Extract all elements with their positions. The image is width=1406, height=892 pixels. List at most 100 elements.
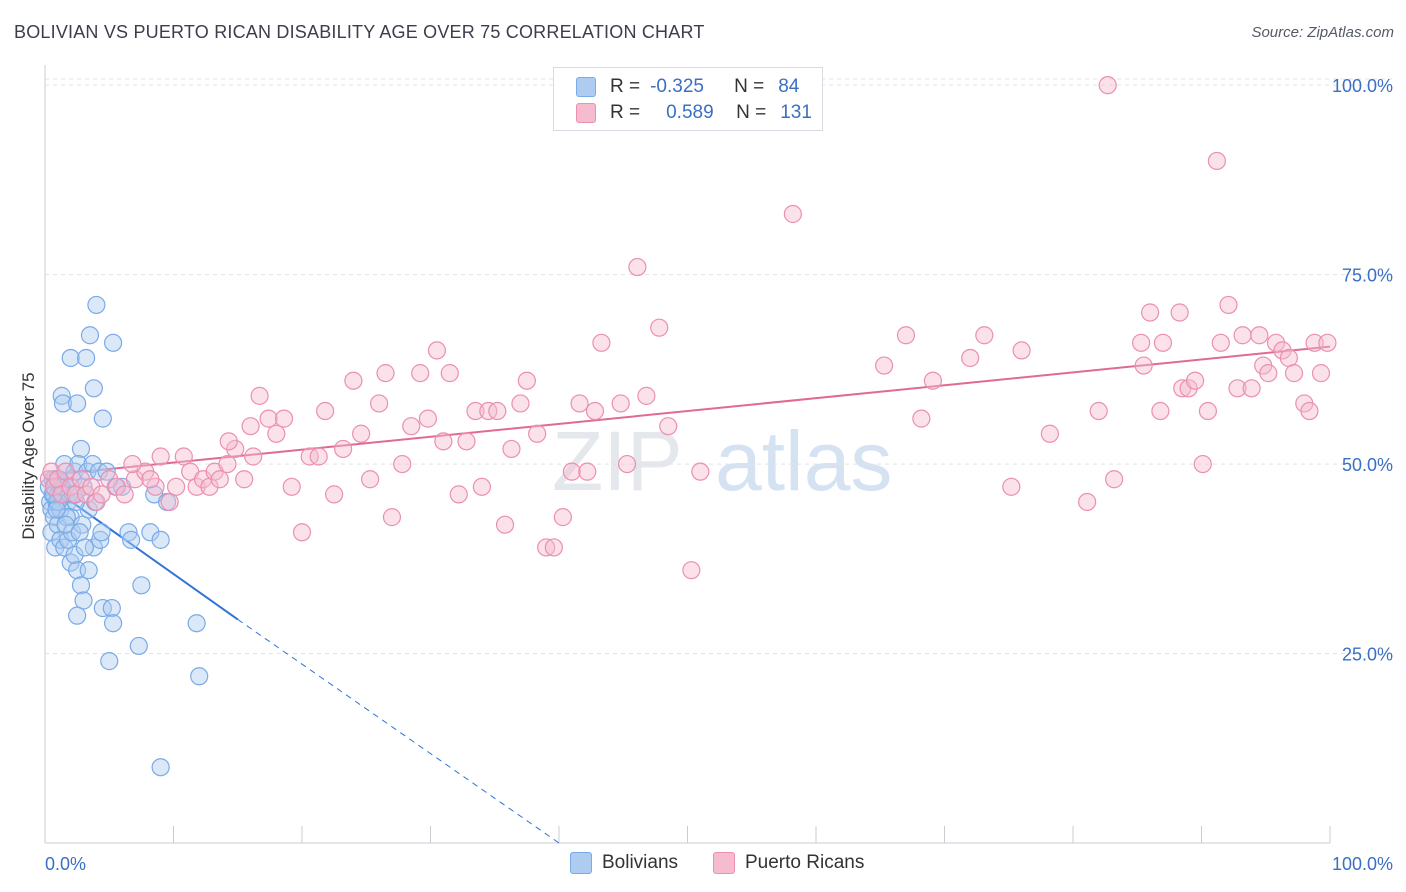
- bolivians-point: [65, 545, 84, 565]
- puerto-ricans-point: [528, 424, 547, 443]
- y-tick-label: 25.0%: [1342, 645, 1393, 665]
- puerto-ricans-point: [1132, 333, 1151, 352]
- puerto-ricans-point: [923, 371, 943, 390]
- y-tick-label: 100.0%: [1332, 76, 1393, 96]
- puerto-ricans-point: [235, 470, 254, 489]
- puerto-ricans-point: [218, 454, 237, 474]
- bolivians-point: [104, 614, 123, 633]
- bolivians-point: [80, 326, 100, 345]
- bottom-swatch-bolivians: [570, 852, 592, 874]
- puerto-ricans-point: [427, 341, 447, 360]
- bolivians-point: [62, 523, 82, 542]
- legend-n-value: 131: [780, 102, 812, 123]
- puerto-ricans-point: [1170, 303, 1189, 322]
- puerto-ricans-point: [1233, 326, 1252, 345]
- puerto-ricans-point: [244, 447, 263, 466]
- puerto-ricans-point: [578, 462, 597, 481]
- puerto-ricans-point: [241, 417, 260, 436]
- puerto-ricans-point: [502, 439, 521, 459]
- puerto-ricans-point: [376, 364, 395, 383]
- puerto-ricans-point: [56, 462, 75, 481]
- bolivians-point: [93, 409, 112, 428]
- puerto-ricans-point: [411, 364, 430, 383]
- puerto-ricans-point: [274, 409, 294, 428]
- x-tick-label: 0.0%: [45, 854, 86, 874]
- bolivians-point: [53, 394, 73, 413]
- bolivians-point: [68, 394, 87, 413]
- legend-r-label: R =: [610, 76, 641, 97]
- bolivians-point: [52, 386, 71, 405]
- puerto-ricans-point: [402, 417, 421, 436]
- legend-row-puerto-ricans: R = 0.589 N = 131: [576, 101, 812, 125]
- puerto-ricans-point: [650, 318, 669, 337]
- puerto-ricans-point: [434, 432, 453, 451]
- bolivians-point: [47, 500, 66, 519]
- legend-swatch-puerto-ricans: [576, 103, 596, 123]
- puerto-ricans-point: [1242, 379, 1261, 398]
- puerto-ricans-point: [440, 364, 459, 383]
- puerto-ricans-point: [1193, 454, 1212, 474]
- puerto-ricans-point: [267, 424, 286, 443]
- puerto-ricans-point: [961, 348, 980, 368]
- bolivians-point: [100, 652, 119, 671]
- bolivians-point: [187, 614, 206, 633]
- puerto-ricans-point: [1105, 470, 1124, 489]
- puerto-ricans-point: [1198, 401, 1218, 421]
- bolivians-point: [75, 538, 94, 557]
- puerto-ricans-point: [92, 485, 111, 504]
- bottom-legend-label: Bolivians: [602, 852, 679, 873]
- stats-legend: R = -0.325 N = 84 R = 0.589 N = 131: [553, 67, 823, 131]
- puerto-ricans-point: [691, 462, 710, 481]
- puerto-ricans-point: [166, 477, 186, 496]
- puerto-ricans-point: [637, 386, 656, 405]
- puerto-ricans-point: [1311, 364, 1331, 383]
- puerto-ricans-point: [592, 333, 611, 352]
- puerto-ricans-point: [1078, 492, 1097, 512]
- puerto-ricans-point: [1228, 379, 1247, 398]
- watermark: ZIP atlas: [552, 414, 892, 508]
- y-tick-label: 75.0%: [1342, 266, 1393, 286]
- axes: [44, 65, 1331, 844]
- bottom-legend-bolivians: Bolivians: [570, 852, 678, 874]
- bolivians-point: [87, 295, 106, 315]
- legend-r-value: 0.589: [666, 102, 714, 123]
- puerto-ricans-point: [1305, 333, 1324, 352]
- puerto-ricans-point: [370, 394, 389, 413]
- puerto-ricans-trend-line: [44, 345, 1331, 477]
- source-label: Source: ZipAtlas.com: [1251, 24, 1394, 41]
- puerto-ricans-point: [309, 447, 328, 466]
- puerto-ricans-point: [1179, 379, 1198, 398]
- bolivians-point: [92, 523, 111, 542]
- legend-swatch-bolivians: [576, 77, 596, 97]
- bolivians-point: [151, 758, 170, 777]
- puerto-ricans-point: [562, 462, 581, 481]
- puerto-ricans-point: [1089, 401, 1108, 421]
- bolivians-point: [89, 462, 109, 481]
- gridlines: [45, 78, 1392, 655]
- puerto-ricans-point: [219, 432, 238, 451]
- puerto-ricans-point: [466, 401, 485, 421]
- puerto-ricans-point: [511, 394, 530, 413]
- puerto-ricans-point: [325, 485, 344, 504]
- puerto-ricans-point: [151, 447, 170, 466]
- puerto-ricans-point: [123, 454, 142, 474]
- bolivians-point: [84, 379, 103, 398]
- puerto-ricans-point: [1098, 76, 1117, 95]
- bolivians-point: [102, 598, 121, 618]
- puerto-ricans-point: [1211, 333, 1230, 352]
- puerto-ricans-point: [553, 508, 572, 527]
- puerto-ricans-point: [783, 204, 802, 224]
- puerto-ricans-point: [1012, 341, 1031, 360]
- puerto-ricans-point: [250, 386, 269, 405]
- bolivians-point: [61, 348, 80, 368]
- bolivians-point: [104, 333, 123, 352]
- x-tick-label: 100.0%: [1332, 854, 1393, 874]
- bolivians-point: [71, 576, 91, 595]
- puerto-ricans-point: [115, 485, 134, 504]
- puerto-ricans-point: [187, 477, 206, 496]
- watermark-atlas: atlas: [715, 414, 892, 508]
- bolivians-point: [74, 591, 93, 610]
- bolivians-point: [56, 515, 75, 534]
- puerto-ricans-point: [1284, 364, 1304, 383]
- legend-n-value: 84: [778, 76, 800, 97]
